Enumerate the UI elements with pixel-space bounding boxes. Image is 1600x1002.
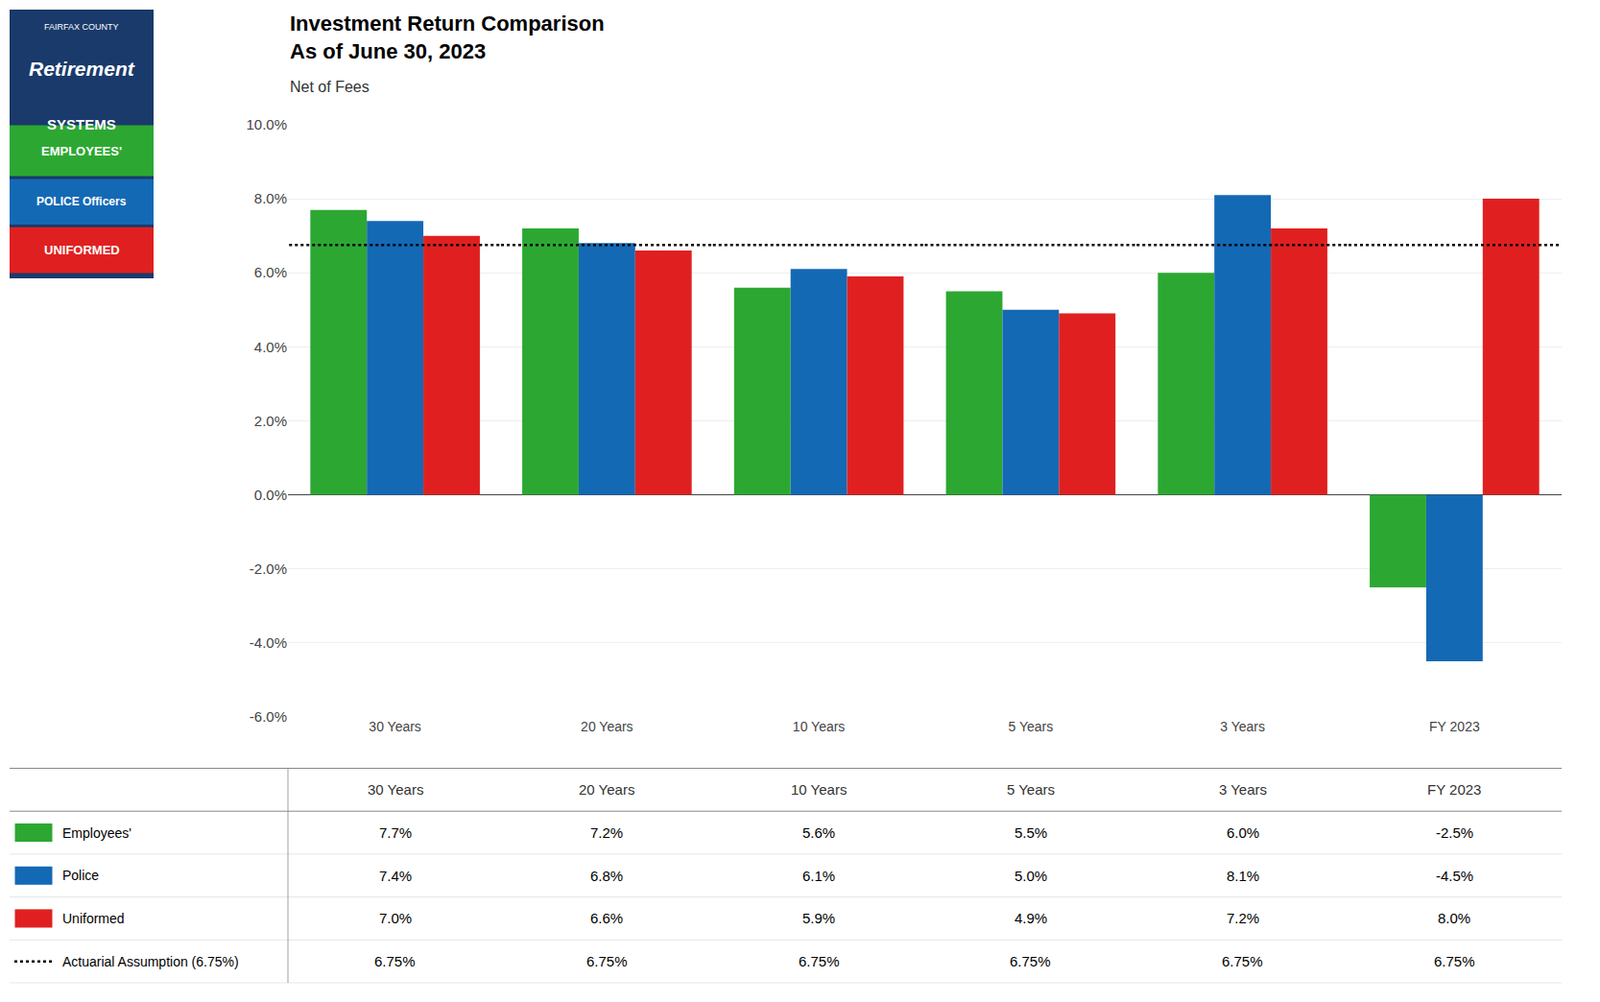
svg-text:8.0%: 8.0%	[1437, 909, 1471, 927]
svg-text:6.75%: 6.75%	[1433, 953, 1476, 970]
svg-text:6.75%: 6.75%	[1221, 953, 1264, 970]
svg-text:20 Years: 20 Years	[580, 718, 634, 735]
svg-text:7.2%: 7.2%	[590, 824, 623, 841]
svg-text:8.0%: 8.0%	[254, 190, 287, 207]
svg-text:UNIFORMED: UNIFORMED	[44, 242, 120, 258]
svg-text:6.75%: 6.75%	[586, 953, 628, 970]
svg-text:Employees': Employees'	[62, 825, 132, 841]
svg-text:6.0%: 6.0%	[1226, 824, 1260, 841]
svg-text:30 Years: 30 Years	[367, 781, 424, 798]
svg-text:10 Years: 10 Years	[790, 781, 847, 798]
svg-text:FY 2023: FY 2023	[1427, 781, 1481, 798]
svg-text:5.5%: 5.5%	[1014, 824, 1048, 841]
svg-text:10 Years: 10 Years	[792, 718, 846, 735]
svg-text:10.0%: 10.0%	[245, 116, 287, 133]
svg-text:3 Years: 3 Years	[1219, 718, 1266, 735]
svg-text:5 Years: 5 Years	[1008, 718, 1054, 735]
svg-text:Investment Return ComparisonAs: Investment Return ComparisonAs of June 3…	[289, 11, 605, 64]
svg-text:-2.5%: -2.5%	[1435, 824, 1474, 841]
svg-text:6.75%: 6.75%	[798, 953, 840, 970]
svg-text:Police: Police	[62, 867, 99, 884]
svg-text:30 Years: 30 Years	[368, 718, 422, 735]
svg-text:-2.0%: -2.0%	[249, 560, 287, 577]
svg-text:4.0%: 4.0%	[254, 338, 287, 356]
svg-text:-4.5%: -4.5%	[1435, 867, 1474, 884]
svg-text:3 Years: 3 Years	[1218, 781, 1267, 798]
svg-text:6.75%: 6.75%	[374, 953, 416, 970]
svg-text:-4.0%: -4.0%	[249, 634, 287, 651]
svg-text:FY 2023: FY 2023	[1429, 718, 1481, 735]
svg-text:Actuarial Assumption (6.75%): Actuarial Assumption (6.75%)	[62, 954, 239, 970]
svg-text:7.7%: 7.7%	[379, 824, 412, 841]
svg-text:-6.0%: -6.0%	[249, 708, 287, 725]
svg-text:4.9%: 4.9%	[1014, 909, 1048, 927]
svg-text:5 Years: 5 Years	[1006, 781, 1055, 798]
svg-text:0.0%: 0.0%	[254, 486, 287, 503]
svg-text:6.6%: 6.6%	[590, 909, 623, 927]
svg-text:6.0%: 6.0%	[254, 263, 287, 281]
svg-text:5.0%: 5.0%	[1014, 867, 1048, 884]
svg-text:SYSTEMS: SYSTEMS	[47, 116, 117, 133]
svg-text:EMPLOYEES': EMPLOYEES'	[41, 143, 122, 159]
svg-text:7.4%: 7.4%	[379, 867, 412, 884]
svg-text:POLICE Officers: POLICE Officers	[36, 194, 127, 209]
svg-text:6.1%: 6.1%	[802, 867, 836, 884]
svg-text:5.9%: 5.9%	[802, 909, 836, 927]
svg-text:FAIRFAX COUNTY: FAIRFAX COUNTY	[44, 22, 120, 32]
svg-text:7.2%: 7.2%	[1226, 909, 1260, 927]
svg-text:Net of Fees: Net of Fees	[289, 78, 370, 96]
svg-text:Retirement: Retirement	[28, 57, 136, 80]
svg-text:5.6%: 5.6%	[802, 824, 836, 841]
svg-text:Uniformed: Uniformed	[62, 910, 125, 927]
svg-text:6.8%: 6.8%	[590, 867, 623, 884]
svg-text:2.0%: 2.0%	[254, 412, 287, 430]
svg-text:7.0%: 7.0%	[379, 909, 412, 927]
svg-text:8.1%: 8.1%	[1226, 867, 1260, 884]
svg-text:20 Years: 20 Years	[578, 781, 635, 798]
svg-text:6.75%: 6.75%	[1009, 953, 1051, 970]
